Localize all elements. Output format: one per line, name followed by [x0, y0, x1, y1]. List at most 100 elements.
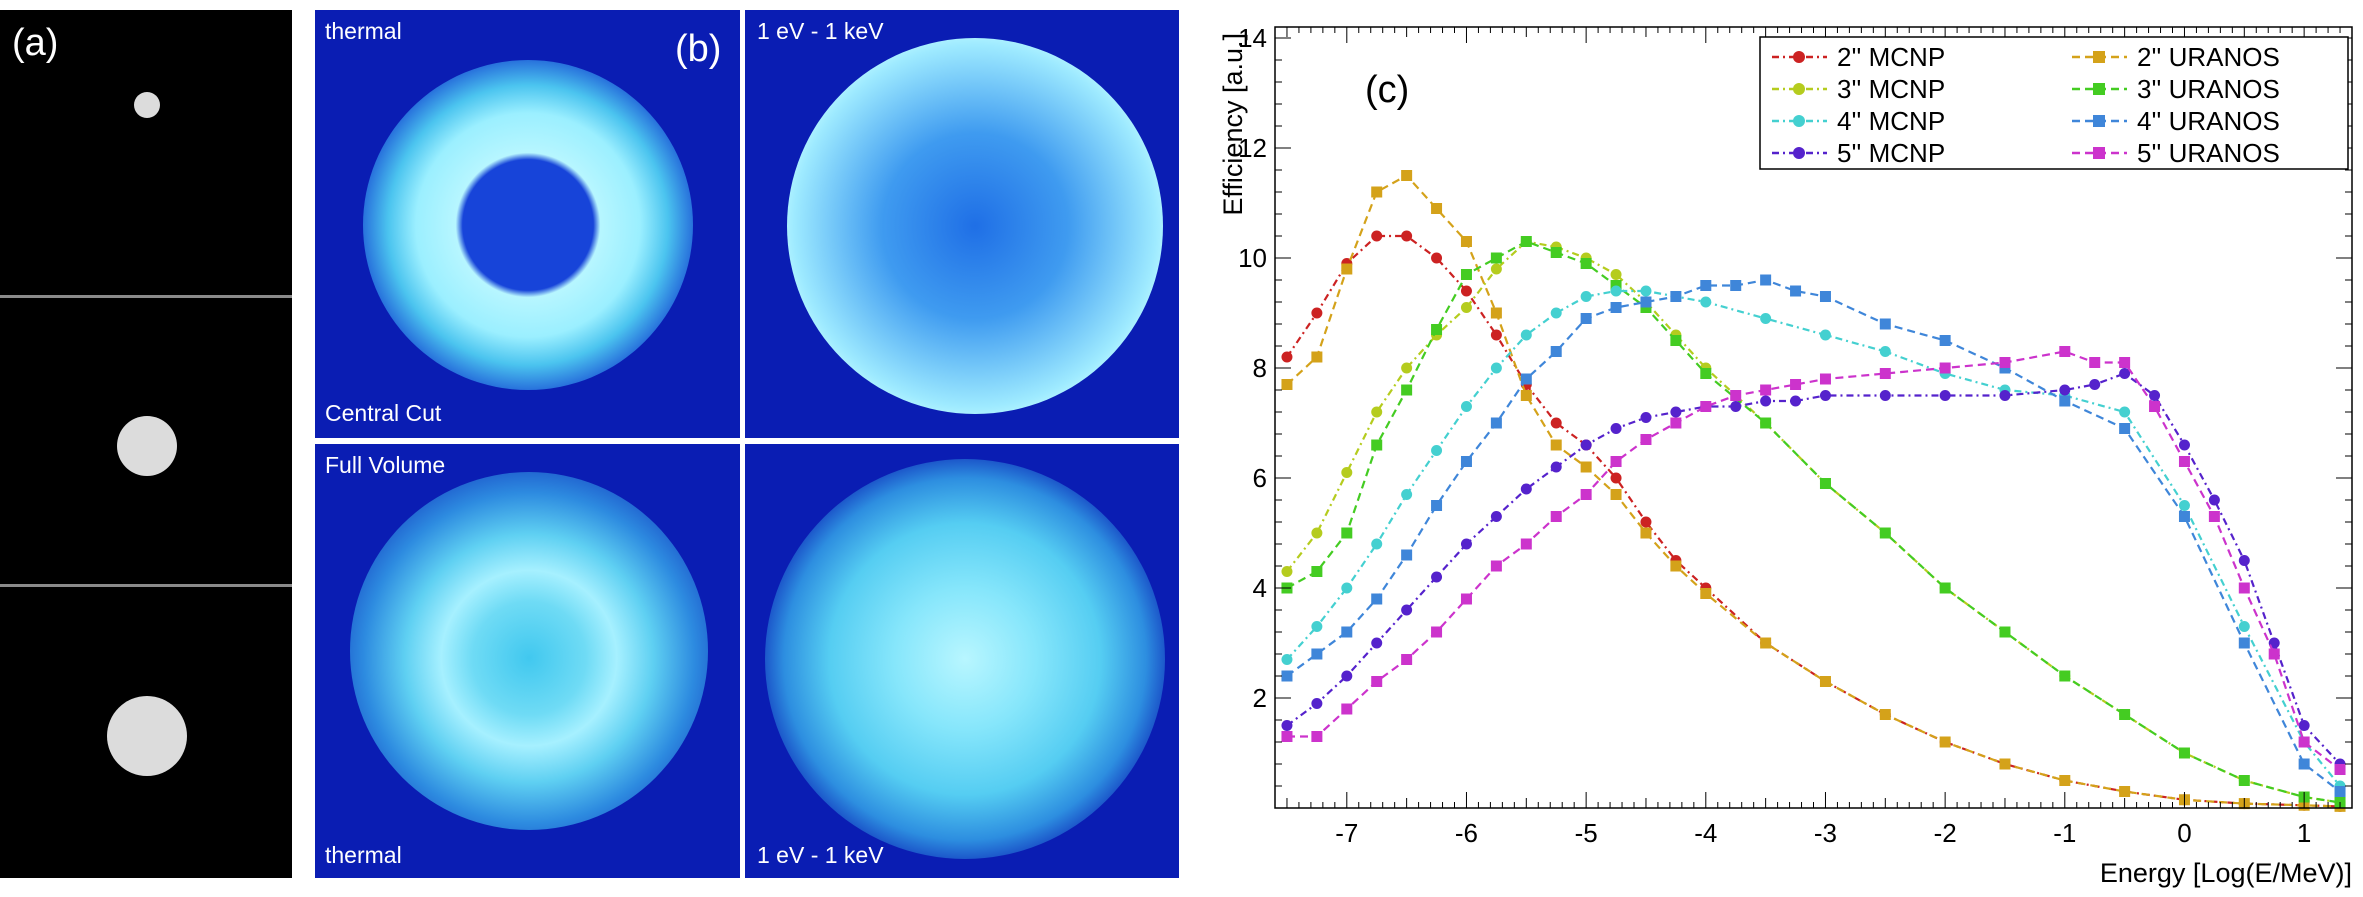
data-point: [1431, 572, 1442, 583]
data-point: [1581, 291, 1592, 302]
data-point: [1760, 385, 1771, 396]
data-point: [2239, 583, 2250, 594]
data-point: [1461, 539, 1472, 550]
data-point: [1431, 203, 1442, 214]
data-point: [1341, 671, 1352, 682]
data-point: [1790, 396, 1801, 407]
x-tick-label: 0: [2177, 818, 2191, 848]
legend-label: 5'' URANOS: [2137, 138, 2280, 168]
y-tick-label: 6: [1253, 463, 1267, 493]
data-point: [1760, 418, 1771, 429]
y-axis-label: Efficiency [a.u.]: [1218, 33, 1248, 216]
x-tick-label: 1: [2297, 818, 2311, 848]
epithermal-disc: [787, 38, 1163, 414]
data-point: [1281, 731, 1292, 742]
tile-thermal-central-cut: thermal Central Cut: [315, 10, 740, 438]
data-point: [1640, 297, 1651, 308]
data-point: [1700, 280, 1711, 291]
tile-label: 1 eV - 1 keV: [757, 842, 884, 869]
data-point: [1281, 352, 1292, 363]
data-point: [1311, 566, 1322, 577]
data-point: [2209, 511, 2220, 522]
data-point: [1551, 511, 1562, 522]
data-point: [1611, 473, 1622, 484]
data-point: [2335, 764, 2346, 775]
x-tick-label: -1: [2053, 818, 2076, 848]
panel-a-label: (a): [12, 22, 58, 65]
data-point: [2119, 357, 2130, 368]
data-point: [1820, 390, 1831, 401]
series: [1281, 170, 2345, 812]
data-point: [1640, 286, 1651, 297]
tile-label: Full Volume: [325, 452, 445, 479]
series-line: [1287, 374, 2340, 765]
data-point: [1940, 335, 1951, 346]
data-point: [1401, 654, 1412, 665]
data-point: [1760, 313, 1771, 324]
data-point: [1461, 269, 1472, 280]
series: [1281, 368, 2345, 770]
data-point: [2179, 500, 2190, 511]
data-point: [1491, 561, 1502, 572]
legend-marker: [1793, 83, 1805, 95]
data-point: [1311, 731, 1322, 742]
data-point: [2089, 357, 2100, 368]
panel-a-images: (a): [0, 10, 292, 878]
data-point: [1640, 517, 1651, 528]
data-point: [2299, 759, 2310, 770]
legend-label: 3'' URANOS: [2137, 74, 2280, 104]
data-point: [2179, 440, 2190, 451]
data-point: [1521, 330, 1532, 341]
data-point: [1790, 379, 1801, 390]
data-point: [1311, 308, 1322, 319]
data-point: [2059, 396, 2070, 407]
data-point: [1341, 528, 1352, 539]
data-point: [1491, 511, 1502, 522]
series: [1281, 275, 2345, 798]
panel-b-label: (b): [675, 28, 721, 71]
series: [1281, 346, 2345, 775]
series-line: [1287, 352, 2340, 770]
data-point: [1700, 588, 1711, 599]
data-point: [1551, 440, 1562, 451]
data-point: [1521, 539, 1532, 550]
data-point: [1999, 627, 2010, 638]
data-point: [1491, 308, 1502, 319]
data-point: [1281, 654, 1292, 665]
data-point: [2239, 621, 2250, 632]
data-point: [1581, 462, 1592, 473]
data-point: [2059, 385, 2070, 396]
data-point: [2239, 555, 2250, 566]
data-point: [2299, 737, 2310, 748]
data-point: [2239, 775, 2250, 786]
data-point: [1371, 638, 1382, 649]
data-point: [1401, 550, 1412, 561]
data-point: [1431, 445, 1442, 456]
data-point: [1431, 253, 1442, 264]
tile-epithermal-central-cut: 1 eV - 1 keV: [745, 10, 1179, 438]
panel-c-efficiency-chart: -7 -6 -5 -4 -3 -2 -1 0 1 2 4 6 8 10 12 14 2'' MCNP 2'' U…: [1200, 0, 2363, 897]
data-point: [1820, 330, 1831, 341]
data-point: [1401, 231, 1412, 242]
data-point: [1401, 489, 1412, 500]
data-point: [1700, 401, 1711, 412]
data-point: [1640, 434, 1651, 445]
data-point: [1311, 352, 1322, 363]
panel-b-density-maps: thermal Central Cut 1 eV - 1 keV Full Vo…: [315, 10, 1179, 878]
data-point: [2119, 407, 2130, 418]
x-tick-label: -6: [1455, 818, 1478, 848]
data-point: [1311, 528, 1322, 539]
data-point: [2059, 671, 2070, 682]
data-point: [1581, 440, 1592, 451]
legend-label: 3'' MCNP: [1837, 74, 1945, 104]
data-point: [1551, 418, 1562, 429]
data-point: [1880, 390, 1891, 401]
data-point: [1611, 286, 1622, 297]
legend-marker: [1793, 147, 1805, 159]
data-point: [1880, 528, 1891, 539]
data-point: [1820, 291, 1831, 302]
data-point: [1461, 236, 1472, 247]
data-point: [2299, 720, 2310, 731]
data-point: [1521, 236, 1532, 247]
